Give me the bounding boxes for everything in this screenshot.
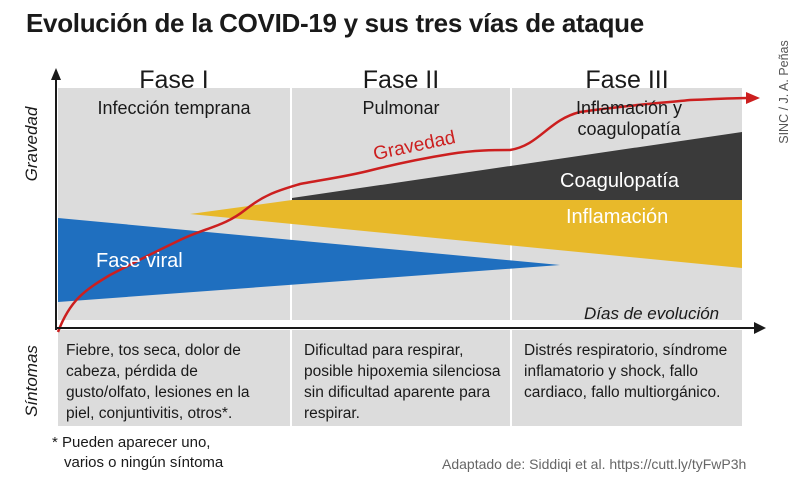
phase-1-subtitle: Infección temprana: [97, 98, 251, 118]
phase-3-subtitle: Inflamación y coagulopatía: [575, 98, 683, 139]
coagulopathy-band: [292, 132, 742, 200]
phase-2-subtitle: Pulmonar: [362, 98, 440, 118]
phase-3-title: Fase III: [585, 66, 669, 94]
symptoms-2-panel: [292, 330, 510, 426]
coagulopathy-band-label: Coagulopatía: [560, 170, 679, 192]
inflammation-band-label: Inflamación: [566, 206, 669, 228]
y-axis-label: Gravedad: [22, 106, 41, 182]
source-citation: Adaptado de: Siddiqi et al. https://cutt…: [442, 456, 747, 472]
symptoms-phase-2: Dificultad para respirar, posible hipoxe…: [304, 342, 501, 422]
y-axis-arrowhead: [51, 68, 61, 80]
symptoms-1-panel: [58, 330, 290, 426]
symptoms-3-panel: [512, 330, 742, 426]
figure-title: Evolución de la COVID-19 y sus tres vías…: [26, 8, 644, 38]
symptoms-phase-3: Distrés respiratorio, síndrome inflamato…: [524, 342, 728, 401]
footnote: * Pueden aparecer uno, varios o ningún s…: [52, 433, 223, 473]
viral-band-label: Fase viral: [96, 250, 183, 272]
phase-2-title: Fase II: [362, 66, 440, 94]
x-axis-label: Días de evolución: [584, 304, 720, 323]
x-axis-arrowhead: [754, 322, 766, 334]
severity-curve: [56, 96, 749, 333]
footnote-line-1: * Pueden aparecer uno,: [52, 434, 211, 451]
inflammation-band: [190, 200, 742, 268]
symptoms-phase-1: Fiebre, tos seca, dolor de cabeza, pérdi…: [66, 342, 250, 422]
severity-arrowhead: [746, 92, 760, 104]
phase-1-title: Fase I: [139, 66, 209, 94]
symptoms-axis-label: Síntomas: [22, 345, 41, 417]
footnote-line-2: varios o ningún síntoma: [64, 454, 224, 471]
